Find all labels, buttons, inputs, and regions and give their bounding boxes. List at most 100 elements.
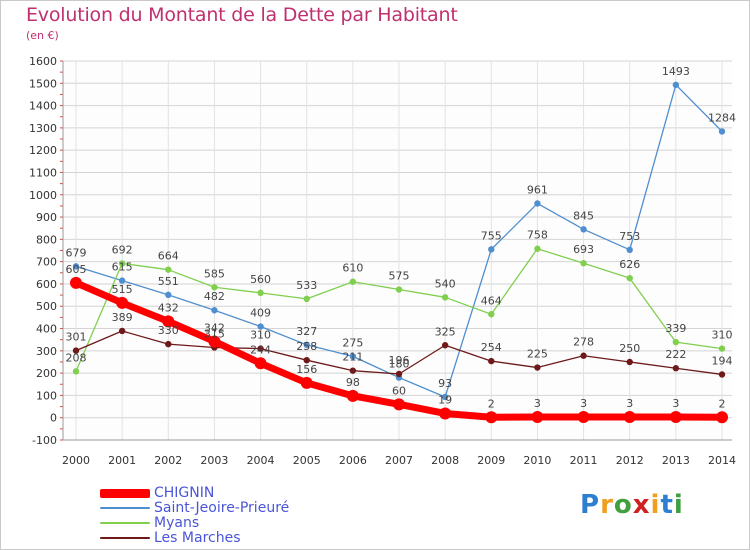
data-point-chignin [70,276,82,289]
logo-letter: t [660,490,674,520]
data-label-saint-jeoire-prieure: 551 [158,275,179,288]
legend-label-les-marches: Les Marches [154,530,241,546]
data-label-saint-jeoire-prieure: 755 [481,229,502,242]
data-label-saint-jeoire-prieure: 482 [204,290,225,303]
data-label-les-marches: 278 [573,336,594,349]
y-tick-label: 300 [36,345,57,358]
data-point-myans [72,368,80,375]
data-label-myans: 585 [204,267,225,280]
data-point-les-marches [488,357,495,365]
data-point-myans [718,345,726,352]
y-tick-label: 100 [36,389,57,402]
data-label-saint-jeoire-prieure: 753 [619,230,640,243]
data-label-les-marches: 194 [712,354,733,367]
y-tick-label: 400 [36,323,57,336]
data-point-saint-jeoire-prieure [303,341,310,349]
x-tick-label: 2001 [108,454,136,467]
data-label-myans: 610 [342,262,363,275]
data-label-chignin: 98 [346,376,360,389]
x-tick-label: 2012 [616,454,644,467]
data-label-saint-jeoire-prieure: 275 [342,336,363,349]
x-tick-label: 2002 [154,454,182,467]
data-point-les-marches [303,356,310,364]
data-label-saint-jeoire-prieure: 180 [389,358,410,371]
y-tick-label: 1200 [29,144,57,157]
data-point-chignin [393,398,405,411]
data-label-saint-jeoire-prieure: 409 [250,307,271,320]
data-point-chignin [623,411,636,424]
data-labels: 679 615 551 482 409 327 275 180 93 755 961 845 753 14… [66,65,737,410]
data-point-myans [441,294,449,301]
logo-letter: i [650,490,661,520]
data-point-saint-jeoire-prieure [488,246,495,253]
x-tick-label: 2007 [385,454,413,467]
data-label-chignin: 515 [112,283,133,296]
chart-unit: (en €) [26,29,59,42]
data-label-myans: 575 [389,270,410,283]
legend-item-les-marches: Les Marches [100,530,241,546]
data-label-myans: 533 [296,279,317,292]
data-label-myans: 693 [573,243,594,256]
x-tick-label: 2010 [523,454,551,467]
data-label-saint-jeoire-prieure: 961 [527,183,548,196]
logo-letter: r [600,490,614,520]
data-label-les-marches: 389 [112,311,133,324]
data-point-saint-jeoire-prieure [211,307,218,314]
data-point-myans [626,274,633,282]
data-label-chignin: 19 [438,393,452,406]
data-point-chignin [531,411,544,424]
data-point-les-marches [395,370,403,378]
data-point-chignin [162,315,175,328]
data-point-saint-jeoire-prieure [580,226,587,233]
data-label-les-marches: 330 [158,324,179,337]
x-tick-label: 2006 [339,454,367,467]
series-layer [70,81,728,424]
data-point-myans [672,338,680,346]
y-tick-label: 1100 [29,166,57,179]
data-label-myans: 758 [527,229,548,242]
data-label-myans: 692 [112,243,133,256]
y-tick-label: 200 [36,367,57,380]
data-point-les-marches [718,371,726,378]
data-label-myans: 208 [66,351,87,364]
data-label-chignin: 605 [66,263,87,276]
data-label-chignin: 60 [392,384,406,397]
y-tick-label: 1400 [29,100,57,113]
legend-swatch-les-marches [100,537,150,539]
data-point-chignin [208,335,221,348]
data-label-myans: 560 [250,273,271,286]
data-label-myans: 464 [481,294,502,307]
x-tick-label: 2011 [570,454,598,467]
data-point-les-marches [672,365,680,372]
data-point-myans [165,266,172,273]
data-point-saint-jeoire-prieure [118,277,126,284]
data-point-chignin [116,296,129,309]
x-tick-label: 2005 [293,454,321,467]
x-tick-label: 2000 [62,454,90,467]
data-point-myans [488,311,495,318]
data-label-les-marches: 222 [665,348,686,361]
legend-label-chignin: CHIGNIN [154,485,215,501]
data-point-saint-jeoire-prieure [441,393,449,401]
legend-label-saint-jeoire-prieure: Saint-Jeoire-Prieuré [154,500,290,516]
data-point-les-marches [626,358,633,366]
data-label-les-marches: 301 [66,331,87,344]
data-point-chignin [669,411,682,424]
data-label-chignin: 3 [626,397,633,410]
data-label-myans: 540 [435,277,456,290]
data-label-saint-jeoire-prieure: 679 [66,246,87,259]
data-label-myans: 339 [665,322,686,335]
data-label-saint-jeoire-prieure: 93 [438,377,452,390]
data-point-saint-jeoire-prieure [257,323,264,330]
legend-item-saint-jeoire-prieure: Saint-Jeoire-Prieuré [100,500,289,516]
legend-item-myans: Myans [100,515,199,531]
y-tick-label: 800 [36,233,57,246]
data-label-saint-jeoire-prieure: 615 [112,261,133,274]
data-label-chignin: 2 [719,397,726,410]
data-point-les-marches [349,367,357,374]
data-label-saint-jeoire-prieure: 1493 [662,65,690,78]
x-tick-label: 2009 [477,454,505,467]
x-tick-label: 2013 [662,454,690,467]
chart-title: Evolution du Montant de la Dette par Hab… [26,4,458,26]
